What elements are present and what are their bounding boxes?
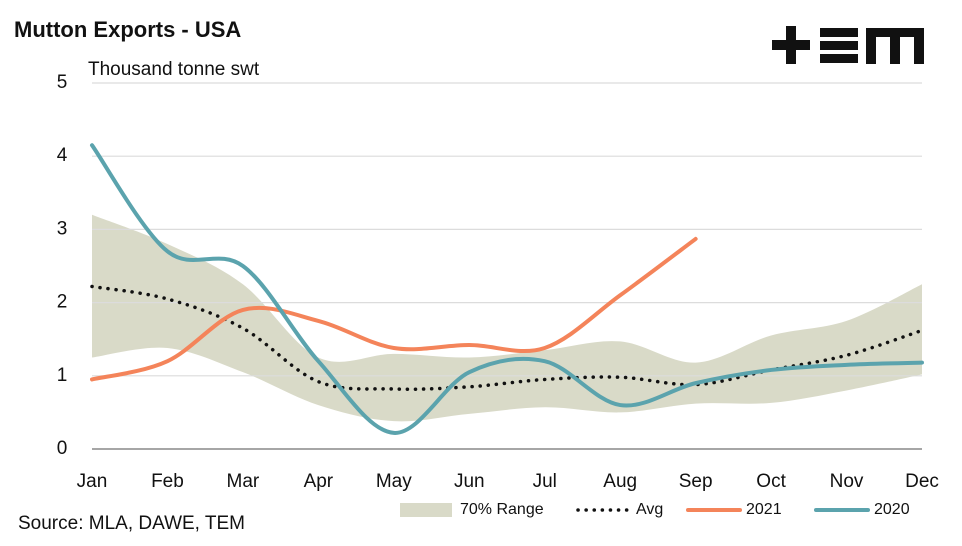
y-tick-label: 3 — [57, 218, 68, 239]
x-tick-label: Jun — [454, 471, 485, 492]
line-2 — [90, 143, 924, 435]
x-tick-label: Dec — [905, 471, 939, 492]
subtitle: Thousand tonne swt — [88, 59, 260, 80]
y-tick-label: 4 — [57, 145, 68, 166]
chart-title: Mutton Exports - USA — [14, 17, 241, 42]
x-tick-label: Apr — [304, 471, 334, 492]
range-band — [92, 214, 922, 422]
x-tick-label: May — [376, 471, 412, 492]
x-tick-label: Nov — [830, 471, 864, 492]
x-tick-label: Mar — [227, 471, 260, 492]
x-tick-label: Jan — [77, 471, 108, 492]
x-tick-label: Aug — [603, 471, 637, 492]
legend-label: Avg — [636, 501, 663, 518]
legend-label: 2020 — [874, 501, 910, 518]
y-tick-label: 1 — [57, 365, 68, 386]
y-tick-label: 2 — [57, 292, 68, 313]
y-tick-label: 0 — [57, 438, 68, 459]
legend-label: 70% Range — [460, 501, 544, 518]
x-tick-label: Jul — [533, 471, 557, 492]
source: Source: MLA, DAWE, TEM — [18, 513, 245, 534]
logo — [772, 26, 924, 64]
y-tick-label: 5 — [57, 72, 68, 93]
x-tick-label: Sep — [679, 471, 713, 492]
line-1 — [90, 236, 698, 382]
x-tick-label: Oct — [756, 471, 786, 492]
line-0 — [90, 284, 924, 391]
legend-label: 2021 — [746, 501, 782, 518]
x-tick-label: Feb — [151, 471, 184, 492]
legend-swatch — [400, 503, 452, 517]
